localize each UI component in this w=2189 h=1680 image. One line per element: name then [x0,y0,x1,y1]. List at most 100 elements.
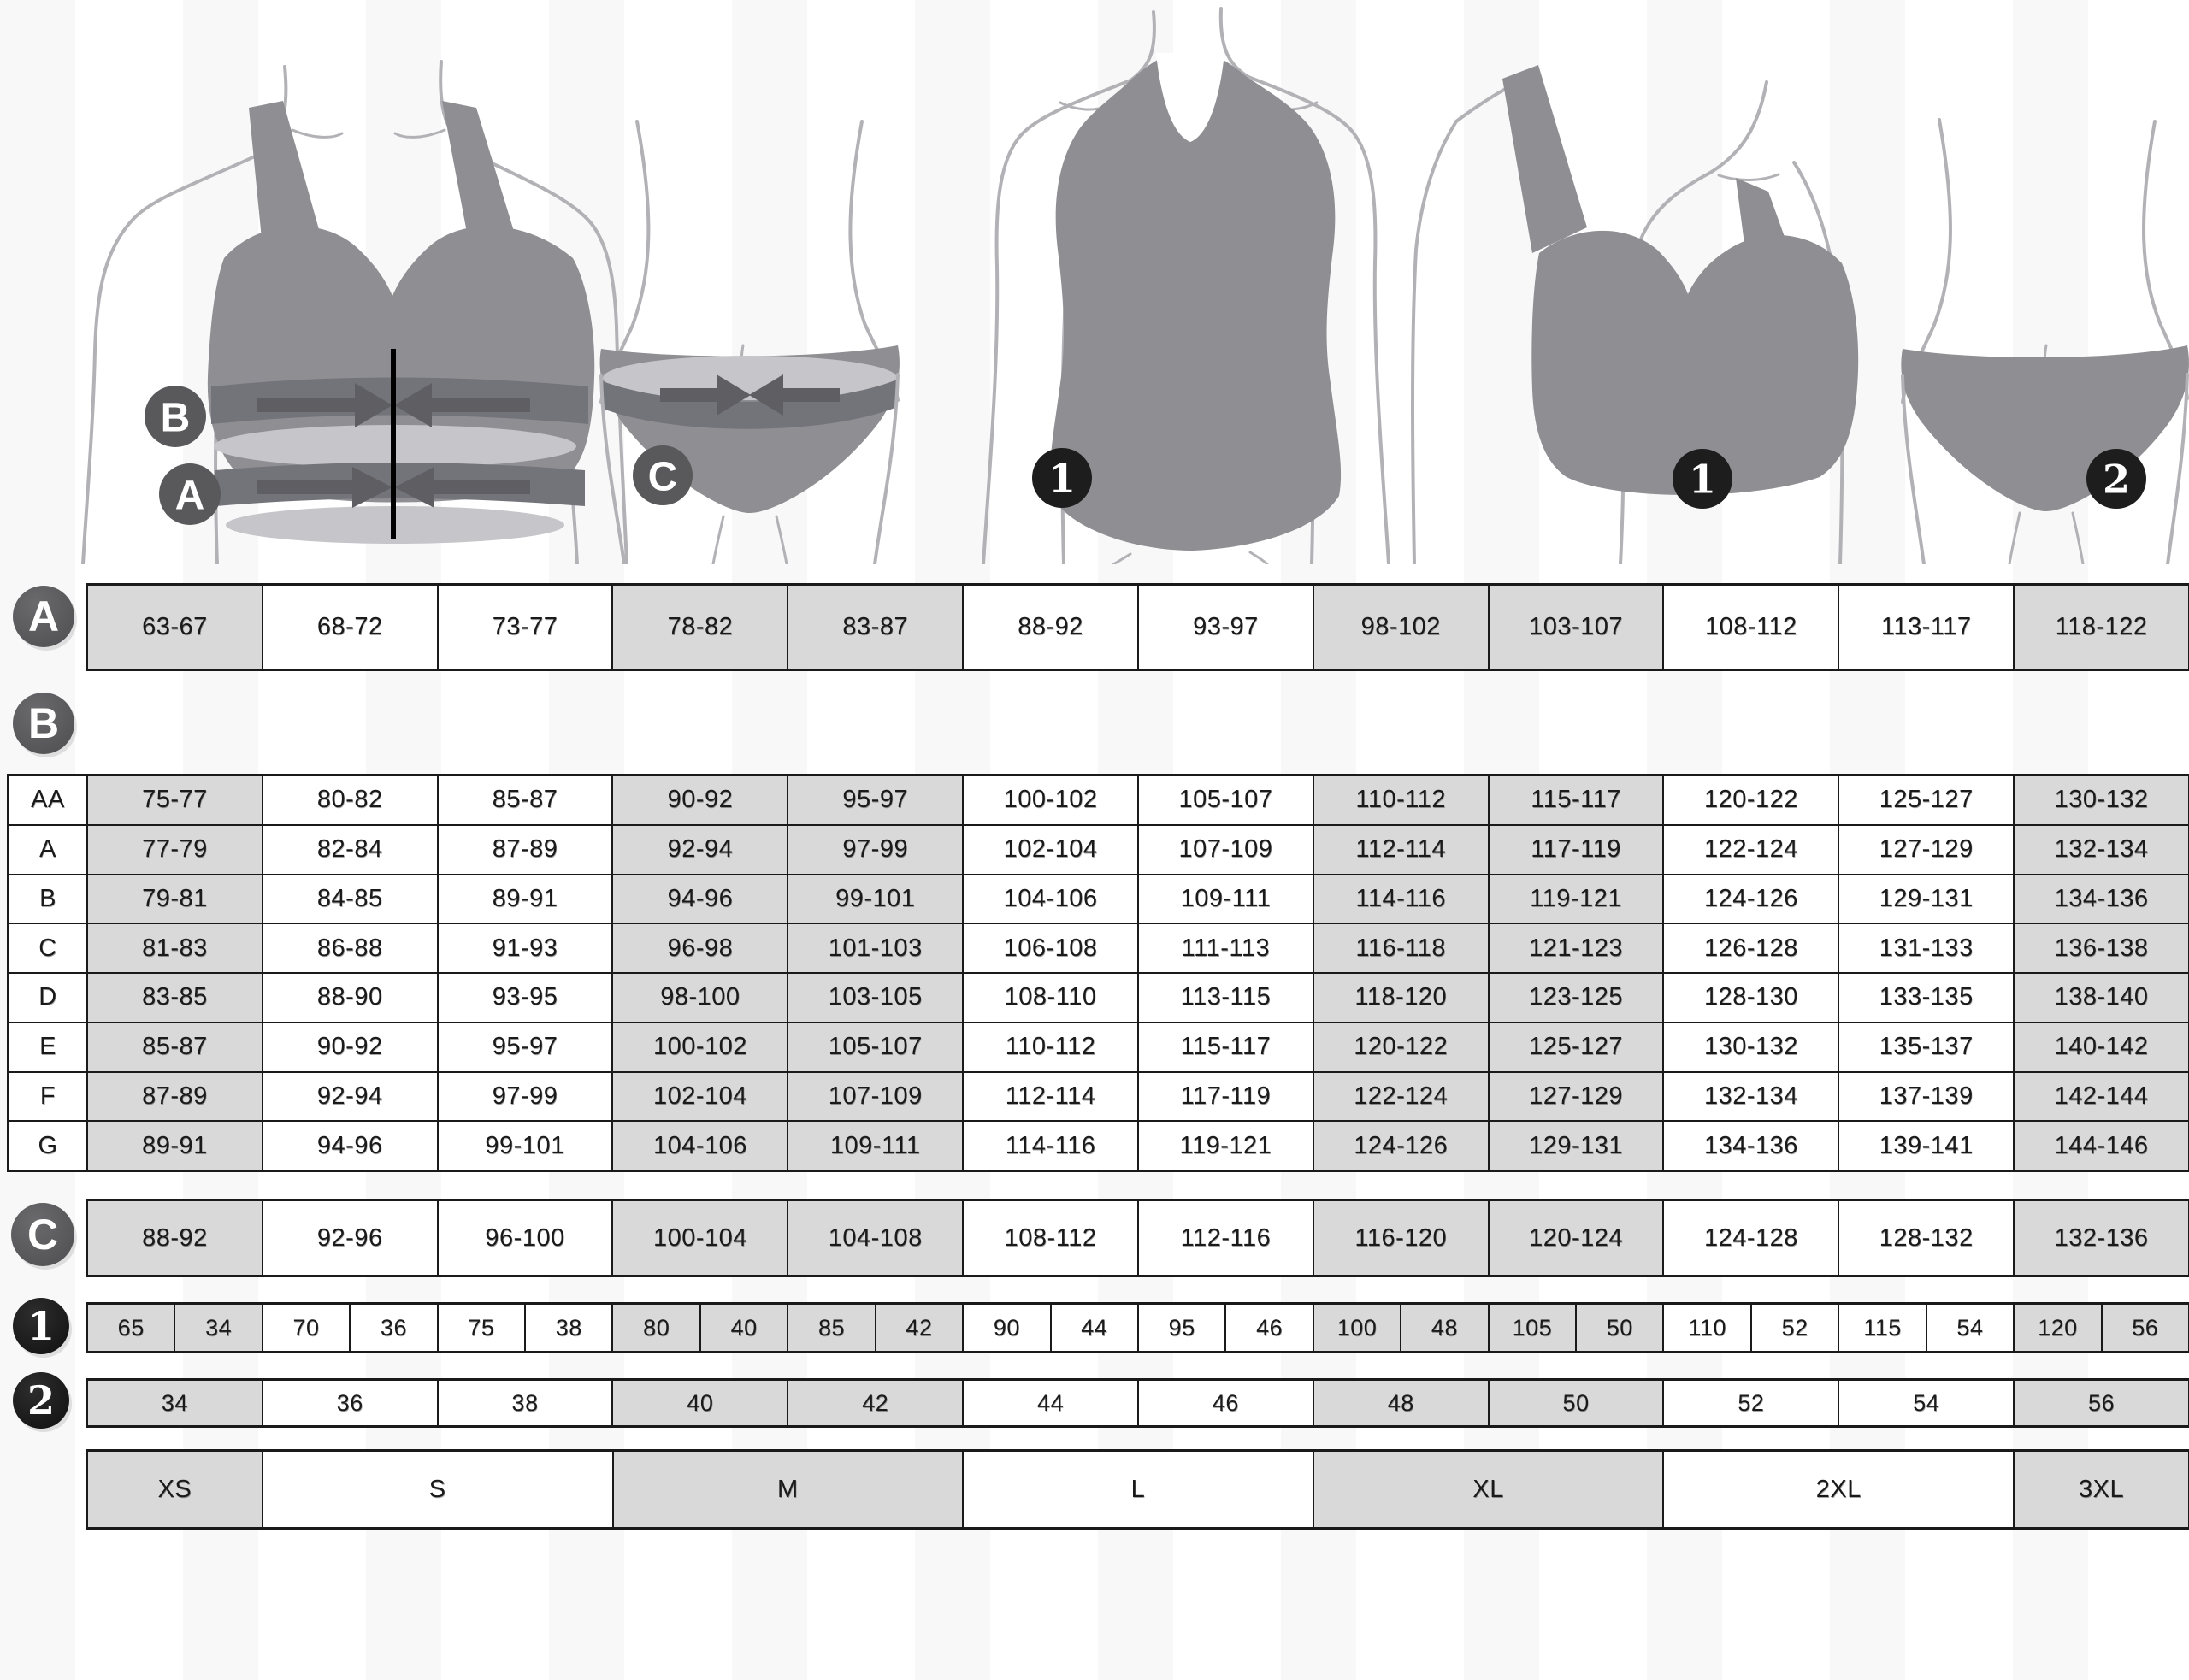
cup-label-cell: F [9,1072,86,1121]
intl-size-cell: XL [1313,1452,1663,1527]
bust-range-cell: 103-105 [788,974,963,1022]
bust-range-cell: 108-110 [964,974,1137,1022]
bust-range-cell: 112-114 [964,1072,1137,1121]
measurement-figures: B A C [81,7,2189,564]
bra-strap [1502,65,1587,253]
figure-badge-c: C [648,454,678,499]
bust-range-cell: 104-106 [613,1122,788,1170]
bust-range-cell: 140-142 [2015,1023,2188,1071]
intl-size-cell: S [263,1452,612,1527]
hips-range-cell: 108-112 [964,1201,1137,1275]
bust-range-cell: 97-99 [788,825,963,874]
bra-euro-size-cell: 42 [876,1305,963,1351]
bra-band-size-cell: 105 [1489,1305,1576,1351]
bust-range-cell: 106-108 [964,924,1137,972]
hips-range-cell: 104-108 [788,1201,963,1275]
badge-b-icon [145,386,206,447]
bust-range-cell: 119-121 [1489,875,1663,923]
bra-band-size-cell: 120 [2015,1305,2101,1351]
dress-size-row-badge: 2 [13,1372,69,1429]
bust-range-cell: 125-127 [1489,1023,1663,1071]
bra-band-size-cell: 90 [964,1305,1050,1351]
bust-range-cell: 137-139 [1839,1072,2014,1121]
bust-range-cell: 109-111 [1138,875,1313,923]
cup-size-table: AA 75-77 80-82 85-87 90-92 95-97 100-102 105-10… [7,774,2189,1172]
underbust-range-cell: 83-87 [788,586,963,669]
bust-range-cell: 90-92 [613,776,788,824]
dress-size-cell: 56 [2015,1381,2188,1425]
dress-size-cell: 48 [1313,1381,1488,1425]
bust-range-cell: 122-124 [1313,1072,1488,1121]
dress-size-row: 34 36 38 40 42 44 46 48 50 52 54 56 [86,1378,2189,1428]
bust-range-cell: 135-137 [1839,1023,2014,1071]
hips-range-cell: 96-100 [438,1201,612,1275]
bust-range-cell: 126-128 [1664,924,1838,972]
bust-range-cell: 133-135 [1839,974,2014,1022]
bust-range-cell: 131-133 [1839,924,2014,972]
bust-range-cell: 75-77 [88,776,262,824]
bra-euro-size-cell: 48 [1401,1305,1488,1351]
cup-label-cell: A [9,825,86,874]
bust-range-cell: 101-103 [788,924,963,972]
bust-range-cell: 117-119 [1489,825,1663,874]
bra-band-size-cell: 70 [263,1305,350,1351]
arrow-left-icon [394,383,432,427]
bust-range-cell: 94-96 [263,1122,437,1170]
underbust-range-cell: 98-102 [1313,586,1488,669]
bust-range-cell: 90-92 [263,1023,437,1071]
badge-2-icon [2086,449,2146,509]
bust-range-cell: 115-117 [1489,776,1663,824]
bust-range-cell: 105-107 [788,1023,963,1071]
cup-label-cell: E [9,1023,86,1071]
bra-size-row-badge: 1 [13,1298,69,1354]
bra-euro-size-cell: 56 [2102,1305,2188,1351]
bra-euro-size-cell: 44 [1051,1305,1137,1351]
bra-euro-size-cell: 38 [526,1305,612,1351]
bust-range-cell: 86-88 [263,924,437,972]
bust-range-cell: 98-100 [613,974,788,1022]
hip-measure-band [603,380,897,429]
bra-euro-size-cell: 46 [1226,1305,1313,1351]
international-size-row: XS S M L XL 2XL 3XL [86,1449,2189,1530]
bust-range-cell: 87-89 [88,1072,262,1121]
dress-size-cell: 46 [1138,1381,1313,1425]
bodysuit [1049,53,1342,551]
hips-measurement-row: 88-92 92-96 96-100 100-104 104-108 108-112 112… [86,1199,2189,1277]
bust-range-cell: 130-132 [1664,1023,1838,1071]
bra-size-row: 65 34 70 36 75 38 80 40 85 42 90 44 95 46 100 48 105 50 11… [86,1302,2189,1353]
bra-band-size-cell: 110 [1664,1305,1750,1351]
figure-bra: 1 [1411,65,1859,564]
panty [1901,345,2189,511]
bust-range-cell: 84-85 [263,875,437,923]
bust-range-cell: 110-112 [964,1023,1137,1071]
bra-euro-size-cell: 52 [1751,1305,1838,1351]
bust-range-cell: 99-101 [438,1122,612,1170]
cup-label-cell: AA [9,776,86,824]
bust-range-cell: 128-130 [1664,974,1838,1022]
hips-range-cell: 132-136 [2015,1201,2188,1275]
hips-range-cell: 128-132 [1839,1201,2014,1275]
hips-row-badge: C [11,1203,74,1266]
cup-label-cell: B [9,875,86,923]
bust-range-cell: 96-98 [613,924,788,972]
arrow-left-icon [394,467,434,508]
figure-badge-b: B [161,395,191,440]
bust-range-cell: 95-97 [438,1023,612,1071]
bust-range-cell: 127-129 [1489,1072,1663,1121]
badge-1-icon [1032,448,1092,508]
bust-range-cell: 117-119 [1138,1072,1313,1121]
bust-range-cell: 125-127 [1839,776,2014,824]
underbust-range-cell: 63-67 [88,586,262,669]
arrow-right-icon [717,374,751,416]
bust-range-cell: 132-134 [2015,825,2188,874]
underbust-range-cell: 73-77 [438,586,612,669]
bust-range-cell: 89-91 [438,875,612,923]
bra-strap [249,101,320,256]
bra-strap [442,101,522,256]
bra-cups [1531,230,1859,495]
bra-euro-size-cell: 36 [351,1305,437,1351]
badge-a-icon [159,463,221,525]
dress-size-cell: 34 [88,1381,262,1425]
bust-range-cell: 120-122 [1313,1023,1488,1071]
bust-range-cell: 81-83 [88,924,262,972]
